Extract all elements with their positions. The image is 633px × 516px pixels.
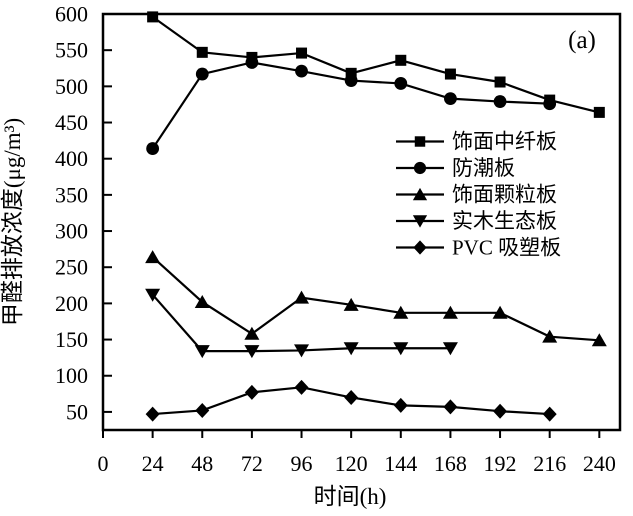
triangle-down-marker: [412, 215, 428, 228]
y-axis-label: 甲醛排放浓度(μg/m³): [0, 118, 25, 326]
x-tick-label: 24: [142, 451, 164, 476]
square-marker: [196, 46, 208, 58]
square-marker: [345, 67, 357, 79]
y-tick-label: 300: [55, 219, 88, 244]
triangle-down-marker: [393, 342, 409, 356]
legend-item: PVC 吸塑板: [396, 236, 561, 260]
x-axis-label: 时间(h): [314, 484, 387, 509]
triangle-up-marker: [442, 305, 458, 319]
triangle-down-marker: [145, 288, 161, 302]
circle-marker: [543, 97, 557, 111]
triangle-up-marker: [294, 290, 310, 304]
circle-marker: [444, 92, 457, 106]
triangle-up-marker: [492, 305, 508, 319]
data-series: [145, 11, 607, 422]
x-tick-label: 0: [98, 451, 109, 476]
circle-marker: [344, 74, 358, 87]
triangle-down-marker: [343, 342, 359, 356]
square-marker: [494, 76, 506, 88]
figure-annotation: (a): [568, 27, 596, 54]
legend-item: 防潮板: [396, 156, 515, 180]
x-tick-label: 192: [484, 451, 517, 476]
circle-marker: [493, 95, 507, 108]
series-4: [145, 288, 458, 359]
circle-marker: [394, 77, 408, 90]
x-tick-label: 168: [434, 451, 467, 476]
y-tick-label: 550: [55, 38, 88, 63]
triangle-up-marker: [244, 326, 260, 340]
diamond-marker: [294, 379, 309, 395]
plot-border: [101, 12, 622, 432]
diamond-marker: [195, 402, 210, 418]
square-marker: [593, 106, 605, 118]
circle-marker: [195, 67, 209, 81]
x-tick-label: 144: [384, 451, 417, 476]
triangle-down-marker: [294, 344, 310, 358]
circle-marker: [245, 56, 259, 69]
y-tick-label: 50: [66, 399, 88, 424]
legend-label: 实木生态板: [452, 209, 557, 233]
x-tick-label: 120: [335, 451, 368, 476]
diamond-marker: [244, 384, 259, 400]
circle-marker: [413, 161, 427, 175]
y-tick-label: 100: [55, 363, 88, 388]
diamond-marker: [443, 399, 458, 415]
square-marker: [296, 47, 308, 59]
y-tick-label: 500: [55, 74, 88, 99]
series-line: [151, 256, 600, 342]
plot-frame: [101, 12, 622, 432]
diamond-marker: [393, 397, 408, 413]
y-tick-label: 250: [55, 255, 88, 280]
y-tick-label: 200: [55, 291, 88, 316]
y-tick-label: 600: [55, 2, 88, 27]
x-tick-label: 216: [533, 451, 566, 476]
diamond-marker: [344, 389, 359, 405]
circle-marker: [295, 64, 308, 78]
series-line: [151, 15, 600, 114]
triangle-down-marker: [194, 345, 210, 359]
legend-label: 饰面中纤板: [452, 130, 557, 154]
square-marker: [414, 136, 426, 147]
triangle-down-marker: [244, 345, 260, 359]
x-tick-label: 72: [241, 451, 263, 476]
series-5: [145, 379, 557, 422]
legend-item: 饰面中纤板: [396, 130, 557, 154]
diamond-marker: [413, 240, 427, 255]
diamond-marker: [493, 403, 508, 419]
x-tick-label: 240: [583, 451, 616, 476]
y-tick-label: 150: [55, 327, 88, 352]
legend-item: 实木生态板: [396, 209, 557, 233]
series-3: [145, 250, 607, 347]
square-marker: [444, 68, 456, 80]
triangle-up-marker: [542, 329, 558, 343]
axis-tick-labels: 50 100 150 200 250 300 350 400 450 500 550 600 0 24 48…: [55, 2, 616, 477]
y-tick-label: 350: [55, 182, 88, 207]
axis-ticks: [102, 13, 601, 438]
square-marker: [147, 11, 159, 23]
x-tick-label: 48: [191, 451, 213, 476]
legend-label: PVC 吸塑板: [452, 236, 561, 260]
triangle-up-marker: [194, 294, 210, 308]
triangle-up-marker: [343, 297, 359, 311]
square-marker: [395, 54, 407, 66]
diamond-marker: [145, 406, 160, 422]
triangle-up-marker: [145, 250, 161, 264]
y-tick-label: 400: [55, 146, 88, 171]
diamond-marker: [542, 406, 557, 422]
x-tick-label: 96: [291, 451, 313, 476]
legend-item: 饰面颗粒板: [396, 183, 557, 207]
triangle-up-marker: [412, 187, 428, 201]
circle-marker: [146, 142, 160, 155]
legend-label: 防潮板: [452, 156, 515, 180]
triangle-up-marker: [591, 333, 607, 347]
triangle-up-marker: [393, 305, 409, 319]
series-2: [146, 56, 557, 155]
triangle-down-marker: [442, 342, 458, 356]
y-tick-label: 450: [55, 110, 88, 135]
legend-label: 饰面颗粒板: [452, 183, 557, 207]
